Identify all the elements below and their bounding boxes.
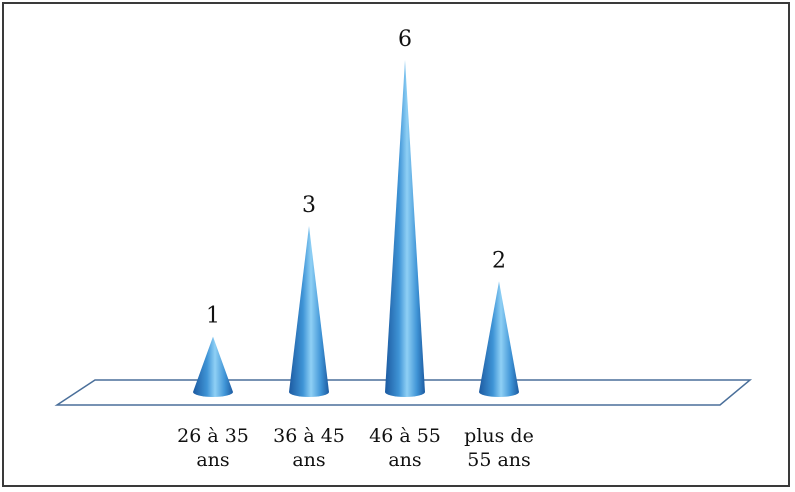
category-label-4-line-2: 55 ans <box>467 449 531 471</box>
category-label-2-line-2: ans <box>292 449 325 471</box>
cone-bar-3 <box>385 60 425 397</box>
cone-bar-2 <box>289 226 329 397</box>
category-label-1-line-1: 26 à 35 <box>177 425 249 447</box>
data-label-3: 6 <box>398 27 412 52</box>
category-label-3-line-1: 46 à 55 <box>369 425 441 447</box>
cone-bar-1 <box>193 336 233 397</box>
data-label-4: 2 <box>492 248 506 273</box>
data-label-2: 3 <box>302 193 316 218</box>
category-label-4-line-1: plus de <box>464 425 534 447</box>
category-label-2-line-1: 36 à 45 <box>273 425 345 447</box>
category-label-3-line-2: ans <box>388 449 421 471</box>
cone-bar-4 <box>479 281 519 397</box>
data-label-1: 1 <box>206 304 220 329</box>
category-label-1-line-2: ans <box>196 449 229 471</box>
